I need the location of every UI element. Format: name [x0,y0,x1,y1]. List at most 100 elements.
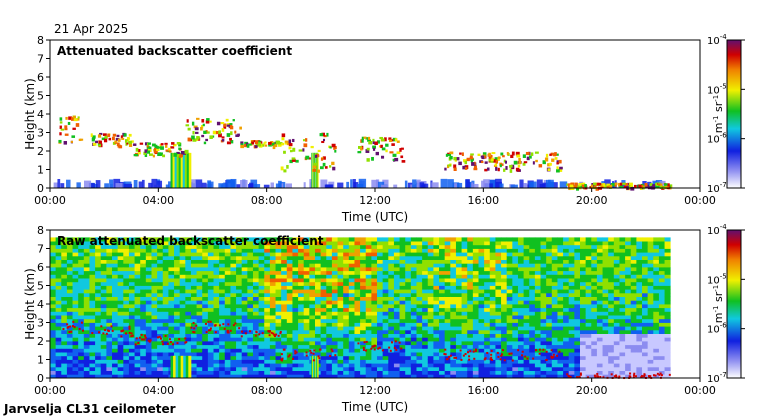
heatmap-cell [241,344,248,349]
heatmap-cell [568,237,575,242]
heatmap-cell [579,289,587,294]
cloud-echo [264,144,268,147]
heatmap-cell [388,344,395,349]
heatmap-cell [134,296,141,301]
heatmap-cell [354,248,361,253]
heatmap-cell [377,311,384,316]
heatmap-cell [145,311,152,316]
cloud-echo [528,155,532,159]
heatmap-cell [422,359,429,364]
heatmap-cell [422,281,429,286]
heatmap-cell [224,263,231,268]
heatmap-cell [382,374,389,379]
heatmap-cell [484,285,491,290]
heatmap-cell [534,285,541,290]
heatmap-cell [123,278,130,283]
cloud-echo [218,130,222,135]
heatmap-cell [348,318,355,323]
heatmap-cell [664,333,671,338]
heatmap-cell [591,304,598,309]
heatmap-cell [551,341,558,346]
heatmap-cell [303,292,310,297]
heatmap-cell [309,241,316,246]
heatmap-cell [433,344,440,349]
heatmap-cell [314,348,322,353]
heatmap-cell [512,370,519,375]
heatmap-cell [534,307,541,312]
heatmap-cell [258,304,265,309]
heatmap-cell [467,333,474,338]
heatmap-cell [207,263,214,268]
heatmap-cell [388,248,395,253]
cloud-echo [246,144,250,148]
heatmap-cell [140,267,147,272]
heatmap-cell [95,285,102,290]
heatmap-cell [360,363,367,368]
heatmap-cell [478,255,485,260]
heatmap-cell [563,285,570,290]
heatmap-cell [157,344,164,349]
heatmap-cell [354,366,361,371]
heatmap-cell [658,244,665,249]
cloud-echo [68,116,72,120]
heatmap-cell [642,300,649,305]
heatmap-cell [100,341,107,346]
heatmap-cell [489,370,496,375]
heatmap-cell [642,355,649,360]
heatmap-cell [303,352,310,357]
heatmap-cell [298,263,305,268]
heatmap-cell [61,370,68,375]
heatmap-cell [405,329,412,334]
heatmap-cell [157,285,164,290]
heatmap-cell [264,244,271,249]
heatmap-cell [104,183,109,188]
heatmap-cell [151,370,158,375]
heatmap-cell [343,311,350,316]
heatmap-cell [472,300,479,305]
cloud-echo [229,125,234,130]
heatmap-cell [636,355,643,360]
heatmap-cell [72,300,79,305]
heatmap-cell [551,285,558,290]
cloud-echo [625,183,629,186]
heatmap-cell [427,255,434,260]
heatmap-cell [309,318,316,323]
heatmap-cell [563,341,570,346]
heatmap-cell [579,363,587,368]
heatmap-cell [286,348,293,353]
heatmap-cell [117,318,124,323]
heatmap-cell [427,292,434,297]
heatmap-cell [224,352,231,357]
heatmap-cell [236,307,243,312]
heatmap-cell [393,355,400,360]
heatmap-cell [585,252,592,257]
heatmap-cell [371,366,378,371]
heatmap-cell [224,344,231,349]
heatmap-cell [501,352,508,357]
heatmap-cell [281,341,288,346]
heatmap-cell [314,267,322,272]
heatmap-cell [128,326,135,331]
heatmap-cell [286,352,293,357]
heatmap-cell [585,352,592,357]
heatmap-cell [140,322,147,327]
heatmap-cell [596,344,603,349]
heatmap-cell [185,248,192,253]
heatmap-cell [619,252,626,257]
heatmap-cell [529,333,536,338]
heatmap-cell [585,355,592,360]
cloud-echo [360,139,363,143]
heatmap-cell [168,252,175,257]
heatmap-cell [512,311,519,316]
heatmap-cell [416,285,423,290]
heatmap-cell [258,326,265,331]
heatmap-cell [630,366,637,371]
heatmap-cell [247,355,254,360]
cloud-echo [201,134,205,138]
cloud-echo [329,165,332,168]
cloud-echo [164,142,168,145]
heatmap-cell [630,296,637,301]
heatmap-cell [354,244,361,249]
heatmap-cell [489,333,496,338]
heatmap-cell [224,370,231,375]
